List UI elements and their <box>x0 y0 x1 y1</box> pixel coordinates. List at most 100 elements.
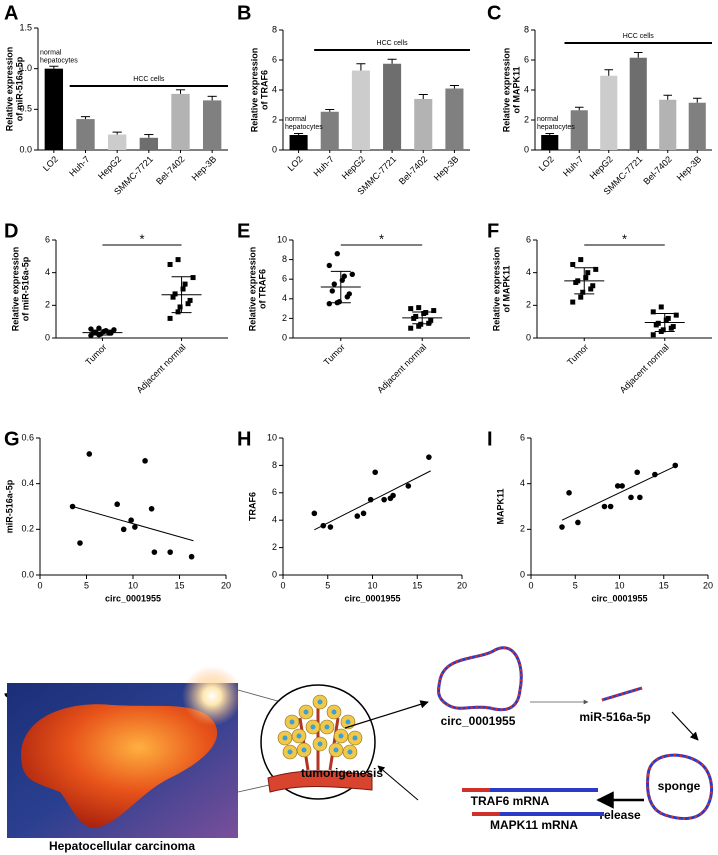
annotation: hepatocytes <box>285 124 323 131</box>
y-tick-label: 6 <box>272 487 277 497</box>
x-tick-label: 5 <box>573 580 578 590</box>
y-tick-label: 1.0 <box>19 63 32 73</box>
y-tick-label: 6 <box>520 432 525 442</box>
point <box>128 517 134 523</box>
x-tick-label: LO2 <box>537 154 556 173</box>
sponge-bases <box>646 753 713 821</box>
arrow <box>671 711 699 741</box>
y-tick-label: 6 <box>282 274 287 284</box>
y-tick-label: 2 <box>520 524 525 534</box>
point <box>172 291 178 297</box>
x-tick-label: Bel-7402 <box>641 154 674 187</box>
point <box>408 325 414 331</box>
significance: * <box>622 231 627 246</box>
point <box>580 289 586 295</box>
nuclei <box>282 699 358 755</box>
y-axis-label: MAPK11 <box>495 488 505 524</box>
panel-j: J Hepatocellular carcinoma circ_0001955 … <box>4 646 713 853</box>
bar <box>414 99 433 150</box>
point <box>416 305 422 311</box>
y-axis-label: of MAPK11 <box>501 265 511 312</box>
y-tick-label: 2 <box>526 300 531 310</box>
bar <box>320 111 339 150</box>
point <box>167 549 173 555</box>
y-tick-label: 4 <box>45 267 50 277</box>
point <box>360 510 367 517</box>
y-axis-label: Relative expression <box>10 247 20 332</box>
x-tick-label: 10 <box>367 580 377 590</box>
x-tick-label: Huh-7 <box>67 154 91 178</box>
point <box>619 483 625 489</box>
x-axis-label: circ_0001955 <box>344 593 400 603</box>
point <box>180 286 186 292</box>
y-axis-label: TRAF6 <box>247 492 257 521</box>
bar <box>570 110 588 150</box>
point <box>111 327 117 333</box>
bar <box>688 102 706 150</box>
x-tick-label: 20 <box>703 580 713 590</box>
x-tick-label: HepG2 <box>588 154 615 181</box>
annotation: normal <box>40 50 62 57</box>
point <box>354 513 361 519</box>
point <box>329 288 335 294</box>
point <box>175 257 181 263</box>
x-tick-label: 20 <box>221 580 231 590</box>
point <box>96 325 102 331</box>
point <box>132 524 138 530</box>
circ-label: circ_0001955 <box>441 714 516 728</box>
x-tick-label: HepG2 <box>340 154 367 181</box>
y-tick-label: 8 <box>524 24 529 34</box>
y-axis-label: of miR-516a-5p <box>20 256 30 321</box>
x-tick-label: Adjacent normal <box>135 342 188 395</box>
x-tick-label: 10 <box>128 580 138 590</box>
point <box>408 306 414 312</box>
x-axis-label: circ_0001955 <box>105 593 161 603</box>
bar <box>139 137 159 150</box>
annotation: hepatocytes <box>40 58 78 65</box>
bar <box>600 75 618 150</box>
y-tick-label: 0 <box>45 332 50 342</box>
annotation: normal <box>285 116 307 123</box>
vessel <box>267 770 373 793</box>
y-tick-label: 0.0 <box>19 144 32 154</box>
point <box>185 301 191 307</box>
y-tick-label: 4 <box>524 84 529 94</box>
y-tick-label: 0 <box>272 569 277 579</box>
point <box>175 309 181 315</box>
x-tick-label: Adjacent normal <box>375 342 428 395</box>
point <box>114 501 120 508</box>
y-tick-label: 2 <box>45 300 50 310</box>
point <box>570 262 576 267</box>
annotation: HCC cells <box>133 76 165 83</box>
panel-letter: D <box>4 220 18 242</box>
annotation: hepatocytes <box>537 124 575 131</box>
y-tick-label: 4 <box>520 478 525 488</box>
point <box>428 317 434 323</box>
x-tick-label: 5 <box>325 580 330 590</box>
panel-letter: F <box>487 220 499 242</box>
y-tick-label: 4 <box>272 84 277 94</box>
point <box>578 294 584 300</box>
mirna-bases <box>601 686 643 702</box>
y-axis-label: of miR-516a-5p <box>14 56 24 121</box>
y-tick-label: 2 <box>272 114 277 124</box>
point <box>650 309 656 315</box>
x-tick-label: 20 <box>457 580 467 590</box>
x-tick-label: Tumor <box>565 342 590 367</box>
x-tick-label: HepG2 <box>96 154 123 181</box>
y-axis-label: of TRAF6 <box>259 70 269 110</box>
y-axis-label: Relative expression <box>4 47 14 132</box>
bar <box>445 88 464 150</box>
point <box>585 270 591 276</box>
release-label: release <box>599 808 641 822</box>
y-tick-label: 0 <box>282 332 287 342</box>
y-axis-label: Relative expression <box>249 48 259 133</box>
x-tick-label: 15 <box>412 580 422 590</box>
point <box>405 483 412 489</box>
y-tick-label: 0.6 <box>21 432 34 442</box>
bar <box>107 134 127 150</box>
panel-letter: A <box>4 2 18 24</box>
x-tick-label: Bel-7402 <box>397 154 430 187</box>
point <box>88 326 94 332</box>
x-tick-label: Bel-7402 <box>154 154 187 187</box>
